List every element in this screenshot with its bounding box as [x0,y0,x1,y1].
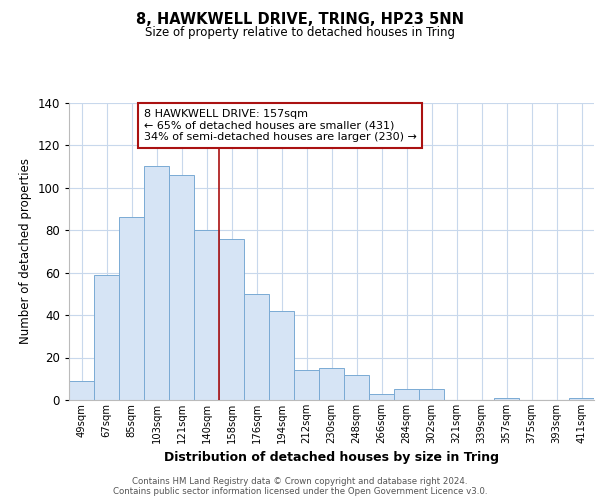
Bar [69,381,94,400]
Bar [119,217,144,400]
Bar [344,374,369,400]
Bar [194,230,219,400]
Bar [94,274,119,400]
Y-axis label: Number of detached properties: Number of detached properties [19,158,32,344]
Bar [419,390,444,400]
Text: Size of property relative to detached houses in Tring: Size of property relative to detached ho… [145,26,455,39]
Bar [144,166,169,400]
Bar [394,390,419,400]
Bar [269,310,294,400]
Text: 8, HAWKWELL DRIVE, TRING, HP23 5NN: 8, HAWKWELL DRIVE, TRING, HP23 5NN [136,12,464,28]
Bar [569,398,594,400]
X-axis label: Distribution of detached houses by size in Tring: Distribution of detached houses by size … [164,452,499,464]
Bar [494,398,519,400]
Bar [319,368,344,400]
Bar [369,394,394,400]
Bar [244,294,269,400]
Text: 8 HAWKWELL DRIVE: 157sqm
← 65% of detached houses are smaller (431)
34% of semi-: 8 HAWKWELL DRIVE: 157sqm ← 65% of detach… [144,109,417,142]
Text: Contains HM Land Registry data © Crown copyright and database right 2024.
Contai: Contains HM Land Registry data © Crown c… [113,476,487,496]
Bar [219,238,244,400]
Bar [169,175,194,400]
Bar [294,370,319,400]
